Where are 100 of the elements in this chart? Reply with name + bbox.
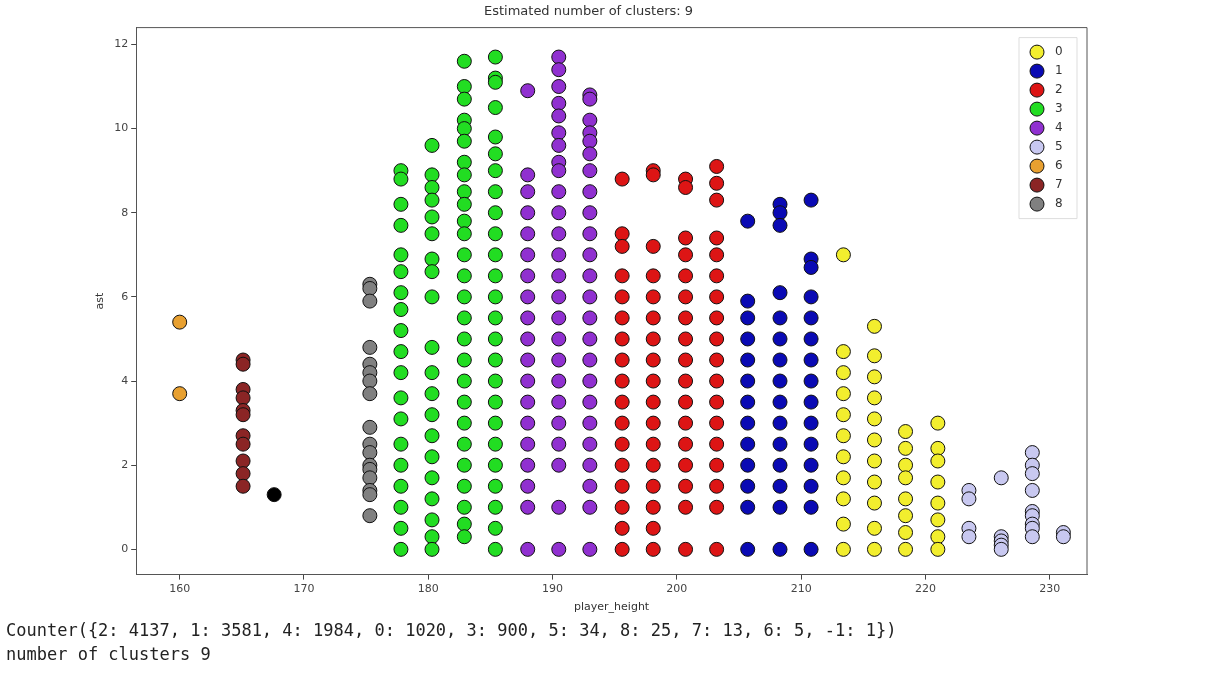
point [898, 508, 914, 524]
point [740, 499, 756, 515]
point [930, 415, 946, 431]
point [866, 520, 882, 536]
point [235, 466, 251, 482]
point [866, 541, 882, 557]
point [930, 440, 946, 456]
x-tick-label: 230 [1039, 582, 1061, 596]
point [172, 386, 188, 402]
point [961, 491, 977, 507]
y-tick-label: 4 [121, 373, 129, 387]
point [362, 445, 378, 461]
y-tick-label: 10 [114, 121, 129, 135]
point [835, 428, 851, 444]
point [772, 394, 788, 410]
point [930, 453, 946, 469]
point [835, 386, 851, 402]
point [803, 331, 819, 347]
point [740, 415, 756, 431]
point [740, 373, 756, 389]
point [772, 373, 788, 389]
point [803, 478, 819, 494]
point [866, 495, 882, 511]
point [740, 352, 756, 368]
point [803, 436, 819, 452]
point [993, 470, 1009, 486]
point [930, 529, 946, 545]
point [835, 491, 851, 507]
point [961, 529, 977, 545]
point [803, 259, 819, 275]
point [866, 348, 882, 364]
y-tick-label: 2 [121, 458, 129, 472]
legend-label: 6 [1055, 158, 1063, 173]
point [362, 293, 378, 309]
point [898, 491, 914, 507]
point [362, 487, 378, 503]
point [772, 478, 788, 494]
point [835, 449, 851, 465]
point [898, 457, 914, 473]
point [740, 541, 756, 557]
legend-label: 0 [1055, 44, 1063, 59]
point [1024, 482, 1040, 498]
point [235, 478, 251, 494]
text: Counter({2: 4137, 1: 3581, 4: 1984, 0: 1020, 3: 900, 5: 34, 8: 25, 7: 13, 6: 5, -1: 1}) [6, 619, 898, 642]
point [362, 339, 378, 355]
point [772, 310, 788, 326]
x-tick-label: 180 [417, 582, 439, 596]
point [362, 373, 378, 389]
point [803, 192, 819, 208]
point [772, 205, 788, 221]
point [898, 525, 914, 541]
point [898, 440, 914, 456]
point [835, 407, 851, 423]
point [172, 314, 188, 330]
point [898, 541, 914, 557]
x-tick-label: 200 [666, 582, 688, 596]
point [866, 390, 882, 406]
point [235, 436, 251, 452]
point [362, 280, 378, 296]
point [772, 436, 788, 452]
point [740, 293, 756, 309]
point [1024, 529, 1040, 545]
y-axis-title: ast [93, 292, 107, 310]
x-tick-label: 190 [542, 582, 564, 596]
point [930, 512, 946, 528]
point [803, 394, 819, 410]
point [740, 310, 756, 326]
point [803, 373, 819, 389]
x-tick-label: 220 [914, 582, 936, 596]
text: number of clusters 9 [6, 643, 212, 666]
point [740, 478, 756, 494]
chart-title: Estimated number of clusters: 9 [483, 3, 694, 19]
legend-label: 8 [1055, 196, 1063, 211]
point [866, 318, 882, 334]
point [930, 474, 946, 490]
x-tick-label: 210 [790, 582, 812, 596]
point [993, 541, 1009, 557]
point [866, 369, 882, 385]
point [740, 457, 756, 473]
point [740, 436, 756, 452]
point [235, 453, 251, 469]
point [1024, 445, 1040, 461]
point [235, 407, 251, 423]
point [803, 352, 819, 368]
point [930, 495, 946, 511]
point [803, 541, 819, 557]
point [803, 499, 819, 515]
point [803, 289, 819, 305]
point [803, 415, 819, 431]
point [362, 470, 378, 486]
legend-label: 4 [1055, 120, 1063, 135]
x-tick-label: 170 [293, 582, 315, 596]
point [772, 217, 788, 233]
point [803, 457, 819, 473]
point [235, 390, 251, 406]
point [362, 508, 378, 524]
point [835, 365, 851, 381]
point [1024, 466, 1040, 482]
y-tick-label: 12 [114, 37, 129, 51]
y-tick-label: 8 [121, 205, 129, 219]
